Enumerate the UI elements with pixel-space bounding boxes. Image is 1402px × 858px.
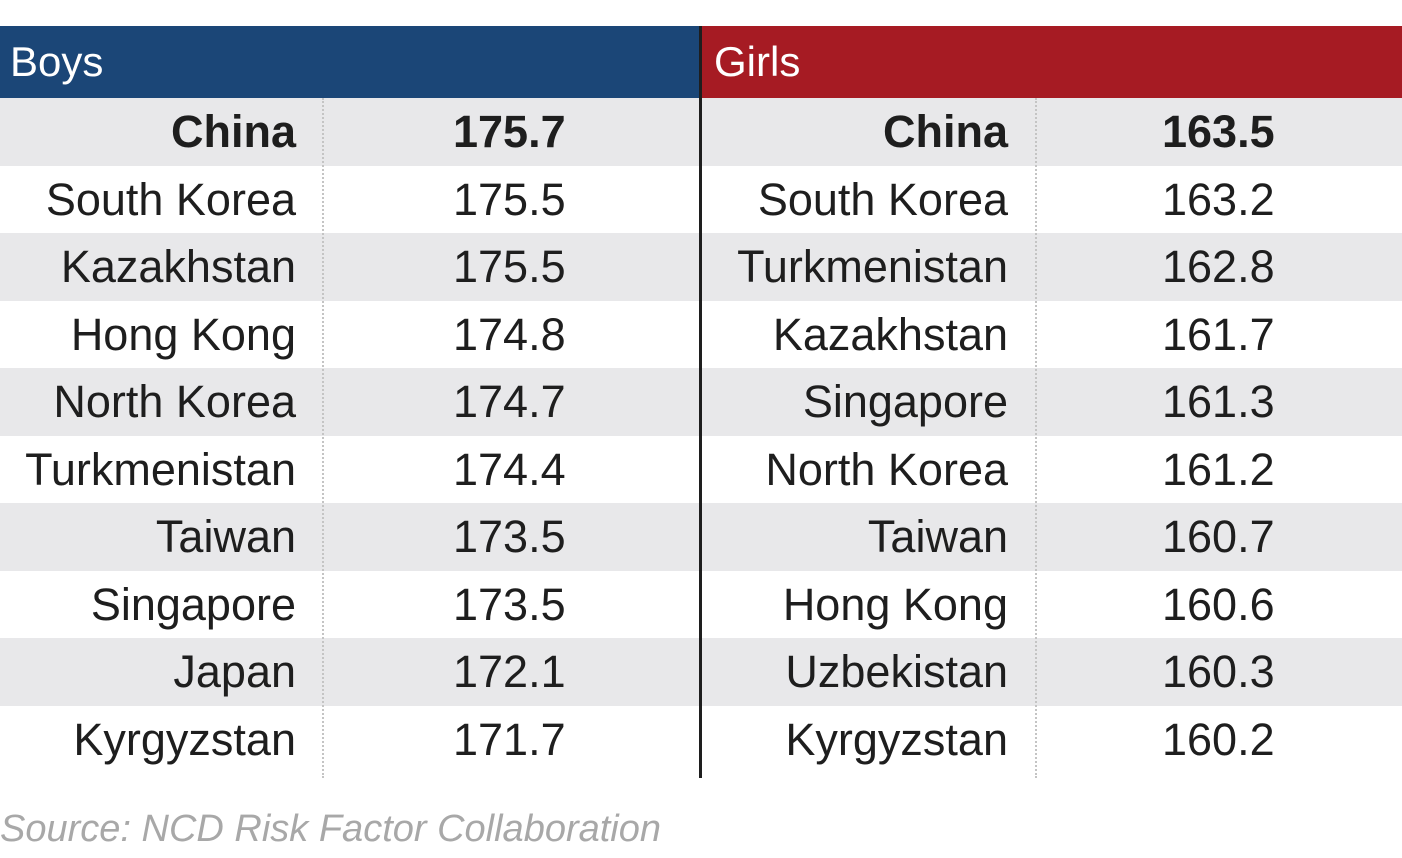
country-name: Kyrgyzstan (785, 713, 1008, 765)
boys-header: Boys (0, 26, 700, 98)
country-name: South Korea (757, 173, 1008, 225)
girls-table-row: Taiwan 160.7 (702, 503, 1402, 571)
height-table: Boys China 175.7 South Korea 175.5 Kazakhsta… (0, 26, 1402, 778)
girls-header: Girls (702, 26, 1402, 98)
country-name: South Korea (45, 173, 296, 225)
country-name: Taiwan (155, 511, 296, 562)
source-note: Source: NCD Risk Factor Collaboration (0, 808, 662, 850)
height-value: 175.7 (453, 106, 566, 157)
girls-table-row: North Korea 161.2 (702, 436, 1402, 504)
boys-table-row: Hong Kong 174.8 (0, 301, 700, 369)
boys-table-row: Taiwan 173.5 (0, 503, 700, 571)
boys-table-row: Kazakhstan 175.5 (0, 233, 700, 301)
height-value: 171.7 (453, 713, 566, 765)
height-value: 172.1 (453, 646, 566, 697)
boys-table-row: Turkmenistan 174.4 (0, 436, 700, 504)
country-name: Taiwan (867, 511, 1008, 562)
country-name: North Korea (765, 443, 1008, 495)
height-value: 162.8 (1162, 241, 1275, 292)
boys-table-row: Kyrgyzstan 171.7 (0, 706, 700, 774)
country-name: China (882, 106, 1008, 157)
country-name: Turkmenistan (25, 443, 296, 495)
height-value: 173.5 (453, 511, 566, 562)
girls-column-separator (1035, 98, 1037, 778)
height-value: 175.5 (453, 241, 566, 292)
country-name: Hong Kong (782, 578, 1008, 630)
country-name: China (170, 106, 296, 157)
country-name: Kyrgyzstan (73, 713, 296, 765)
country-name: Uzbekistan (785, 646, 1008, 697)
country-name: Kazakhstan (60, 241, 296, 292)
height-value: 173.5 (453, 578, 566, 630)
height-value: 174.4 (453, 443, 566, 495)
girls-table-row: Singapore 161.3 (702, 368, 1402, 436)
height-value: 161.7 (1162, 308, 1275, 360)
girls-table-row: Kazakhstan 161.7 (702, 301, 1402, 369)
girls-table-row: Uzbekistan 160.3 (702, 638, 1402, 706)
boys-table-row: Japan 172.1 (0, 638, 700, 706)
panel-divider (699, 26, 702, 778)
girls-table-row: South Korea 163.2 (702, 166, 1402, 234)
height-value: 174.8 (453, 308, 566, 360)
country-name: Hong Kong (70, 308, 296, 360)
boys-table-row: South Korea 175.5 (0, 166, 700, 234)
boys-table-row: China 175.7 (0, 98, 700, 166)
girls-header-label: Girls (714, 38, 801, 85)
girls-table-row: China 163.5 (702, 98, 1402, 166)
height-value: 161.3 (1162, 376, 1275, 427)
height-value: 160.6 (1162, 578, 1275, 630)
country-name: Turkmenistan (737, 241, 1008, 292)
height-value: 160.3 (1162, 646, 1275, 697)
height-value: 163.5 (1162, 106, 1275, 157)
country-name: Japan (173, 646, 296, 697)
boys-table-row: North Korea 174.7 (0, 368, 700, 436)
height-value: 160.2 (1162, 713, 1275, 765)
height-value: 160.7 (1162, 511, 1275, 562)
country-name: Singapore (90, 578, 296, 630)
boys-table-row: Singapore 173.5 (0, 571, 700, 639)
country-name: Singapore (802, 376, 1008, 427)
country-name: Kazakhstan (772, 308, 1008, 360)
girls-table-row: Turkmenistan 162.8 (702, 233, 1402, 301)
girls-panel: Girls China 163.5 South Korea 163.2 Turkmeni… (702, 26, 1402, 778)
height-value: 174.7 (453, 376, 566, 427)
height-value: 175.5 (453, 173, 566, 225)
boys-header-label: Boys (10, 38, 104, 85)
girls-table-row: Kyrgyzstan 160.2 (702, 706, 1402, 774)
boys-column-separator (322, 98, 324, 778)
boys-panel: Boys China 175.7 South Korea 175.5 Kazakhsta… (0, 26, 700, 778)
country-name: North Korea (53, 376, 296, 427)
girls-table-row: Hong Kong 160.6 (702, 571, 1402, 639)
height-value: 163.2 (1162, 173, 1275, 225)
height-value: 161.2 (1162, 443, 1275, 495)
